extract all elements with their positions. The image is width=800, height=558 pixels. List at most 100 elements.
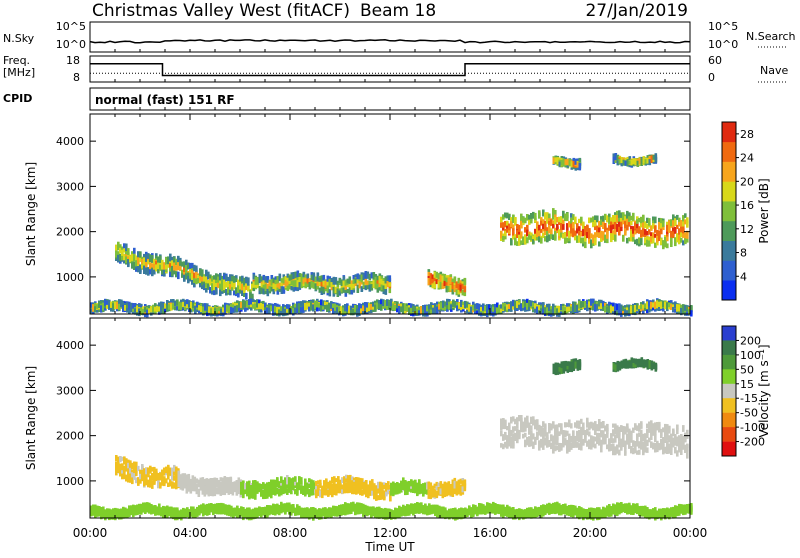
data-cell <box>562 224 565 230</box>
data-cell <box>300 477 303 485</box>
freq-tick-top: 18 <box>66 54 80 67</box>
colorbar-segment <box>722 260 736 280</box>
data-cell <box>620 227 623 231</box>
data-cell <box>530 219 533 224</box>
data-cell <box>389 275 392 281</box>
freq-label-line2: [MHz] <box>3 66 35 79</box>
colorbar-tick-label: 12 <box>740 223 754 236</box>
colorbar-segment <box>722 241 736 261</box>
cpid-panel: CPID normal (fast) 151 RF <box>3 88 690 110</box>
data-cell <box>518 434 521 439</box>
freq-tick-bottom: 8 <box>73 71 80 84</box>
data-cell <box>464 479 467 485</box>
data-cell <box>686 217 689 223</box>
nave-tick-top: 60 <box>708 54 722 67</box>
data-cell <box>245 293 248 300</box>
nsearch-tick-bottom: 10^0 <box>708 38 738 51</box>
colorbar-tick-label: 8 <box>740 247 747 260</box>
colorbar-segment <box>722 280 736 300</box>
data-cell <box>566 213 569 219</box>
data-cell <box>594 238 597 245</box>
data-cell <box>666 236 669 241</box>
data-cell <box>666 243 669 248</box>
data-cell <box>606 230 609 236</box>
data-cell <box>510 239 513 245</box>
data-cell <box>598 241 601 246</box>
plot-title: Christmas Valley West (fitACF) <box>92 1 350 21</box>
data-cell <box>215 287 218 295</box>
colorbar-tick-label: 4 <box>740 270 747 283</box>
data-cell <box>464 278 467 285</box>
data-cell <box>307 274 310 279</box>
data-cell <box>686 232 689 239</box>
data-cell <box>655 157 658 163</box>
y-axis-label: Slant Range [km] <box>24 162 38 266</box>
data-cell <box>540 237 543 243</box>
data-cell <box>530 425 533 430</box>
data-cell <box>684 213 687 218</box>
data-cell <box>614 235 617 242</box>
y-tick-label: 1000 <box>56 271 84 284</box>
data-cell <box>648 218 651 226</box>
y-tick-label: 3000 <box>56 180 84 193</box>
data-cell <box>622 235 625 242</box>
data-cell <box>247 278 250 286</box>
nsearch-label: N.Search <box>746 30 796 43</box>
data-cell <box>604 223 607 228</box>
data-cell <box>464 486 467 491</box>
colorbar-tick-label: 16 <box>740 199 754 212</box>
data-cell <box>198 490 201 498</box>
data-cell <box>133 248 136 254</box>
colorbar-tick-label: 20 <box>740 175 754 188</box>
colorbar-tick-label: 24 <box>740 152 754 165</box>
data-cell <box>389 282 392 286</box>
data-cell <box>319 480 322 487</box>
cpid-text: normal (fast) 151 RF <box>95 93 235 107</box>
cpid-label: CPID <box>3 92 32 105</box>
colorbar-label: Power [dB] <box>757 178 771 243</box>
freq-panel: Freq. [MHz] 18 8 60 0 Nave <box>3 54 788 84</box>
beam-label: Beam 18 <box>360 1 436 21</box>
data-cell <box>512 440 515 446</box>
data-cell <box>524 433 527 437</box>
data-cell <box>127 248 130 255</box>
data-cell <box>560 424 563 430</box>
nave-tick-bottom: 0 <box>708 71 715 84</box>
data-cell <box>520 415 523 422</box>
data-cell <box>654 217 657 224</box>
data-cell <box>294 477 297 482</box>
data-cell <box>579 163 582 171</box>
data-cell <box>548 214 551 219</box>
data-cell <box>584 242 587 248</box>
data-cell <box>546 435 549 439</box>
data-cell <box>574 217 577 225</box>
y-tick-label: 2000 <box>56 226 84 239</box>
nsearch-tick-top: 10^5 <box>708 20 738 33</box>
data-cell <box>195 266 198 273</box>
data-cell <box>662 220 665 227</box>
nsky-label: N.Sky <box>3 32 35 45</box>
colorbar-segment <box>722 162 736 182</box>
data-cell <box>177 272 180 279</box>
data-cell <box>534 213 537 220</box>
data-cell <box>550 230 553 234</box>
data-cell <box>536 419 539 424</box>
data-cell <box>652 238 655 244</box>
data-cell <box>139 251 142 257</box>
colorbar-segment <box>722 201 736 221</box>
y-tick-label: 4000 <box>56 135 84 148</box>
colorbar-segment <box>722 181 736 201</box>
data-cell <box>640 238 643 245</box>
nsky-trace <box>90 40 690 43</box>
nsky-tick-top: 10^5 <box>56 20 86 33</box>
data-cell <box>582 423 585 427</box>
colorbar-segment <box>722 122 736 142</box>
nave-label: Nave <box>760 64 788 77</box>
power-panel: 1000 2000 3000 4000 Slant Range [km] 4 8 12 16 20… <box>24 114 771 317</box>
data-cell <box>464 286 467 292</box>
date-label: 27/Jan/2019 <box>585 1 688 21</box>
data-cell <box>632 213 635 221</box>
